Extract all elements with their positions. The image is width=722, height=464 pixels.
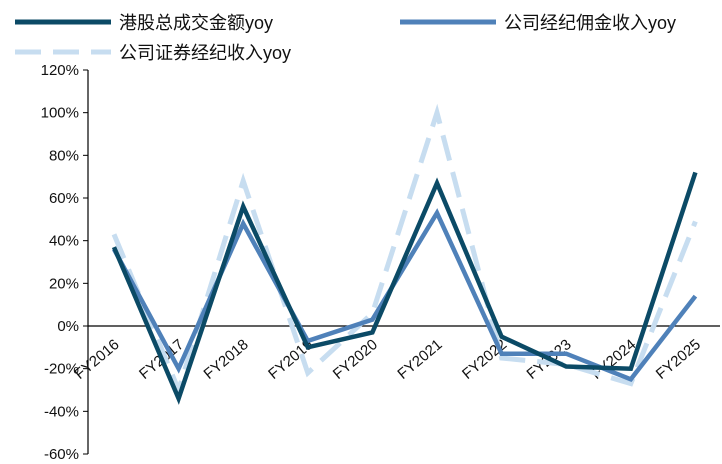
y-tick-label: 80% — [49, 147, 79, 164]
y-tick-label: 40% — [49, 233, 79, 250]
legend: 港股总成交金额yoy 公司经纪佣金收入yoy 公司证券经纪收入yoy — [15, 13, 676, 63]
plot-area — [111, 103, 698, 405]
y-tick-label: -60% — [44, 446, 79, 463]
x-tick-label: FY2019 — [265, 336, 316, 383]
y-tick-label: 100% — [41, 105, 79, 122]
y-axis: 120% 100% 80% 60% 40% 20% 0% -20% -40% -60% — [41, 62, 89, 463]
y-tick-label: -40% — [44, 403, 79, 420]
y-tick-label: 120% — [41, 62, 79, 79]
legend-label-0: 港股总成交金额yoy — [119, 13, 273, 33]
x-tick-label: FY2016 — [71, 336, 122, 383]
x-tick-label: FY2018 — [201, 336, 252, 383]
x-tick-label: FY2021 — [394, 336, 445, 383]
y-tick-label: 0% — [57, 318, 79, 335]
legend-label-2: 公司证券经纪收入yoy — [119, 43, 291, 63]
series-line-0 — [111, 171, 698, 405]
legend-label-1: 公司经纪佣金收入yoy — [504, 13, 676, 33]
y-tick-label: 20% — [49, 275, 79, 292]
y-tick-label: -20% — [44, 361, 79, 378]
y-tick-label: 60% — [49, 190, 79, 207]
series-line-2 — [111, 103, 698, 398]
